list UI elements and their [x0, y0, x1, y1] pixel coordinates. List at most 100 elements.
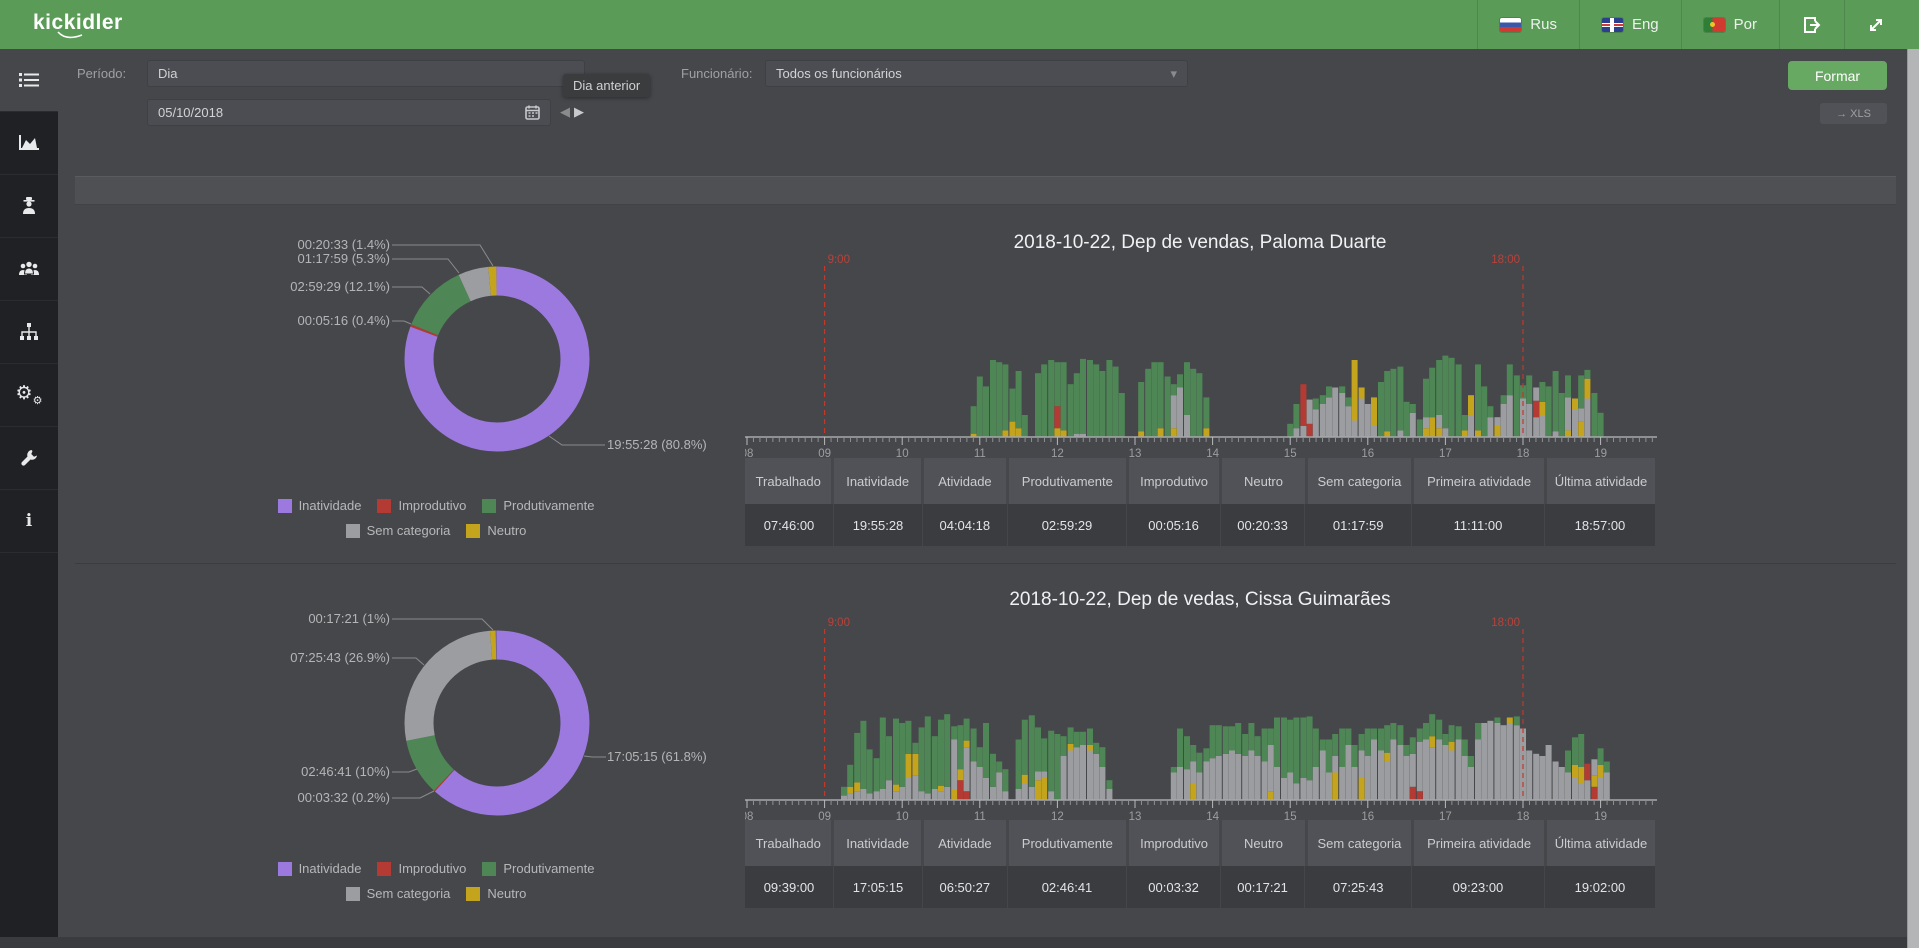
export-xls-button[interactable]: → XLS — [1820, 103, 1887, 124]
lang-eng-label: Eng — [1631, 16, 1659, 33]
report-title: 2018-10-22, Dep de vedas, Cissa Guimarãe… — [1009, 589, 1391, 610]
activity-bar-segment — [1513, 375, 1520, 437]
activity-bar-segment — [1209, 758, 1216, 800]
activity-bar-segment — [990, 360, 996, 437]
activity-bar-segment — [1539, 415, 1546, 437]
table-header-cell: Sem categoria — [1307, 458, 1412, 504]
select-indicator-icon: – — [567, 66, 574, 81]
activity-bar-segment — [879, 789, 886, 800]
activity-bar-segment — [1565, 375, 1571, 398]
activity-bar-segment — [1048, 791, 1055, 800]
sidebar-item-tools[interactable] — [0, 427, 58, 490]
lang-por-button[interactable]: Por — [1680, 0, 1779, 49]
activity-bar-segment — [1384, 431, 1391, 437]
legend-item: Sem categoria — [345, 523, 450, 538]
activity-bar-segment — [1513, 716, 1520, 726]
activity-bar-segment — [1035, 780, 1041, 800]
collapsed-group-header[interactable] — [75, 176, 1896, 205]
activity-bar-segment — [1106, 360, 1113, 437]
logo-swoosh-icon — [57, 31, 83, 39]
sidebar-item-settings[interactable]: ⚙⚙ — [0, 364, 58, 427]
donut-label: 00:17:21 (1%) — [308, 611, 390, 626]
activity-bar-segment — [963, 718, 970, 741]
next-day-button[interactable]: ▶ — [574, 104, 584, 119]
vertical-scrollbar[interactable] — [1907, 49, 1919, 948]
table-header-cell: Inatividade — [834, 458, 921, 504]
table-value-cell: 07:25:43 — [1305, 866, 1412, 908]
date-input[interactable]: 05/10/2018 — [147, 99, 551, 126]
table-value-cell: 02:59:29 — [1008, 504, 1128, 546]
sidebar: ⚙⚙ i — [0, 49, 58, 948]
activity-bar-segment — [1384, 752, 1391, 762]
activity-bar-segment — [1533, 400, 1540, 418]
activity-bar-segment — [1552, 761, 1559, 800]
sitemap-icon — [20, 323, 38, 340]
activity-bar-segment — [1448, 741, 1455, 751]
activity-bar-segment — [1087, 745, 1093, 751]
activity-bar-segment — [1442, 355, 1449, 429]
logout-icon — [1804, 16, 1821, 33]
activity-bar-segment — [1196, 373, 1203, 437]
activity-bar-segment — [1054, 734, 1061, 800]
employee-select[interactable]: Todos os funcionários ▾ — [765, 60, 1188, 87]
kickidler-logo[interactable]: kickidler — [33, 11, 123, 39]
employee-label: Funcionário: — [681, 66, 753, 81]
activity-bar-segment — [1397, 430, 1404, 437]
activity-bar-segment — [1429, 367, 1436, 418]
period-select[interactable]: Dia – — [147, 60, 585, 87]
activity-bar-segment — [1287, 719, 1294, 773]
table-header-cell: Produtivamente — [1008, 820, 1126, 866]
lang-rus-button[interactable]: Rus — [1477, 0, 1579, 49]
activity-bar-segment — [1500, 395, 1507, 404]
legend-swatch-icon — [377, 498, 392, 513]
sidebar-item-employee[interactable] — [0, 175, 58, 238]
activity-bar-segment — [847, 793, 854, 800]
activity-bar-segment — [1015, 739, 1022, 789]
formar-button[interactable]: Formar — [1788, 61, 1887, 90]
activity-bar-segment — [1448, 357, 1455, 437]
table-header-cell: Atividade — [923, 458, 1006, 504]
table-header-cell: Sem categoria — [1307, 820, 1412, 866]
sidebar-item-reports-list[interactable] — [0, 49, 58, 112]
activity-bar-segment — [1339, 767, 1346, 800]
legend-swatch-icon — [482, 498, 497, 513]
lang-eng-button[interactable]: Eng — [1578, 0, 1681, 49]
activity-bar-segment — [1099, 371, 1106, 437]
schedule-marker-label: 9:00 — [828, 254, 850, 266]
activity-bar-segment — [1416, 741, 1423, 792]
axis-tick-label: 15 — [1284, 448, 1297, 460]
activity-bar-segment — [1274, 717, 1280, 767]
activity-bar-segment — [1539, 401, 1546, 415]
activity-bar-segment — [1254, 756, 1261, 800]
activity-bar-segment — [1164, 376, 1171, 437]
activity-bar-segment — [847, 764, 854, 787]
activity-bar-segment — [1423, 739, 1429, 800]
lang-por-label: Por — [1733, 16, 1757, 33]
activity-bar-segment — [1002, 430, 1009, 437]
activity-bar-segment — [1520, 385, 1526, 399]
sidebar-item-structure[interactable] — [0, 301, 58, 364]
table-header-cell: Trabalhado — [745, 820, 832, 866]
activity-bar-segment — [983, 723, 989, 778]
table-header-cell: Primeira atividade — [1414, 458, 1544, 504]
table-value-cell: 00:05:16 — [1127, 504, 1221, 546]
activity-bar-segment — [1300, 426, 1307, 437]
sidebar-item-employees-group[interactable] — [0, 238, 58, 301]
activity-bar-segment — [893, 791, 899, 800]
activity-bar-segment — [1597, 764, 1604, 778]
logout-button[interactable] — [1779, 0, 1844, 49]
axis-tick-label: 19 — [1594, 448, 1607, 460]
activity-bar-segment — [1087, 360, 1093, 437]
legend-item: Neutro — [466, 886, 526, 901]
activity-bar-segment — [1332, 387, 1339, 437]
activity-bar-segment — [1242, 734, 1249, 756]
activity-bar-segment — [996, 772, 1003, 800]
prev-day-button[interactable]: ◀ — [560, 104, 570, 119]
legend-item: Produtivamente — [482, 498, 594, 513]
sidebar-item-info[interactable]: i — [0, 490, 58, 553]
activity-bar-segment — [854, 791, 861, 800]
activity-bar-segment — [905, 778, 912, 800]
fullscreen-button[interactable] — [1844, 0, 1907, 49]
sidebar-item-statistics[interactable] — [0, 112, 58, 175]
